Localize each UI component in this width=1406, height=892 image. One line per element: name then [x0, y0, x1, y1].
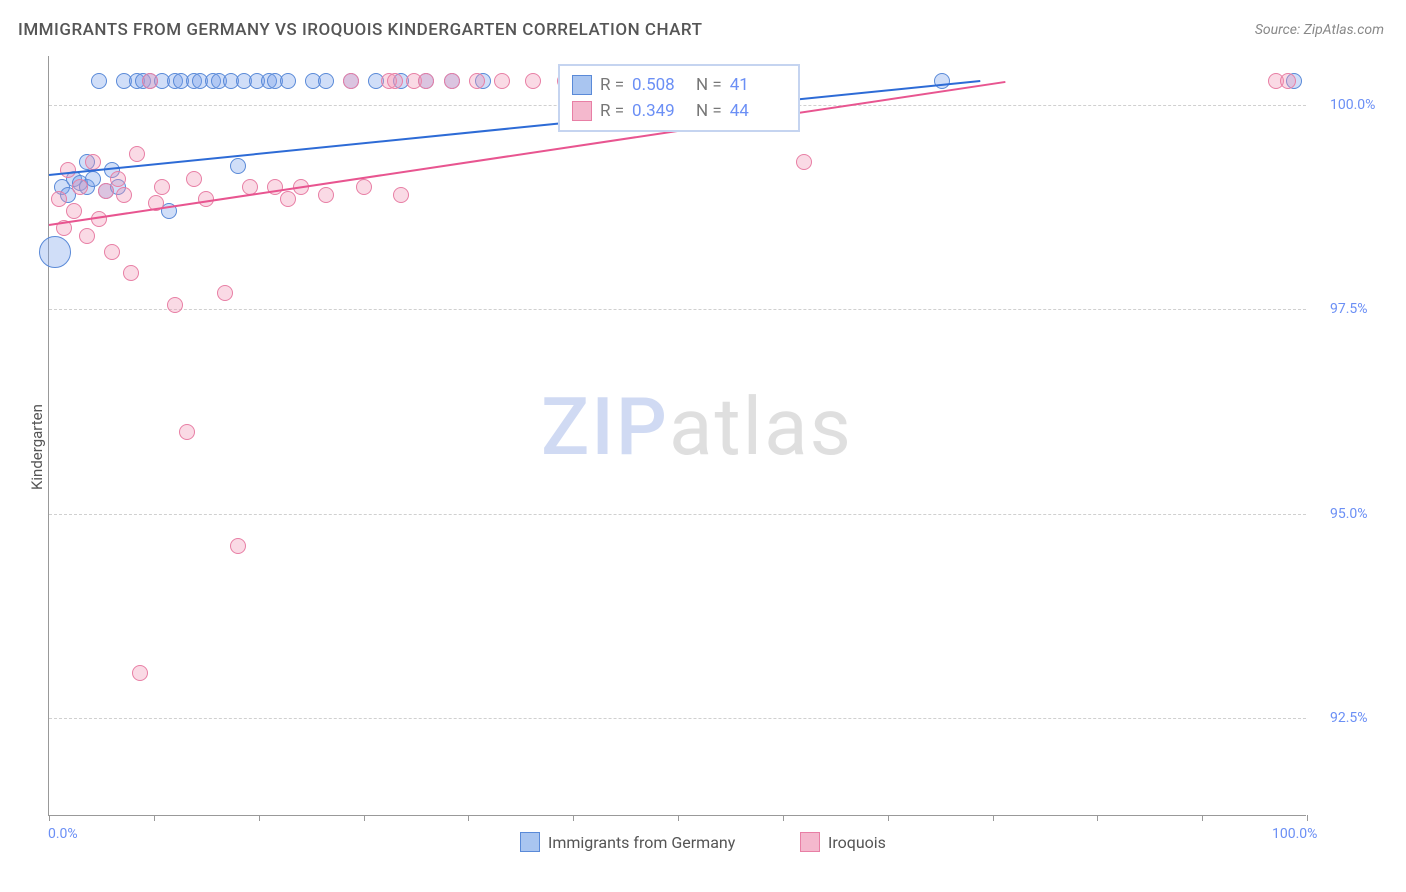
- data-point: [343, 73, 359, 89]
- data-point: [123, 265, 139, 281]
- data-point: [132, 665, 148, 681]
- data-point: [98, 183, 114, 199]
- y-axis-label: Kindergarten: [28, 404, 46, 490]
- legend-n-label: N =: [696, 75, 722, 95]
- data-point: [525, 73, 541, 89]
- data-point: [51, 191, 67, 207]
- data-point: [469, 73, 485, 89]
- legend-n-value: 41: [730, 75, 786, 95]
- legend-swatch: [520, 832, 540, 852]
- legend-row: R = 0.349 N = 44: [572, 98, 786, 124]
- x-tick: [259, 815, 260, 821]
- correlation-legend-box: R = 0.508 N = 41 R = 0.349 N = 44: [558, 64, 800, 132]
- data-point: [66, 203, 82, 219]
- source-name: ZipAtlas.com: [1304, 22, 1384, 38]
- source-attribution: Source: ZipAtlas.com: [1255, 22, 1384, 38]
- legend-swatch: [800, 832, 820, 852]
- y-tick-label: 97.5%: [1330, 301, 1368, 317]
- gridline-h: [49, 514, 1306, 515]
- data-point: [444, 73, 460, 89]
- legend-r-value: 0.349: [632, 101, 688, 121]
- legend-swatch: [572, 75, 592, 95]
- data-point: [217, 285, 233, 301]
- chart-title: IMMIGRANTS FROM GERMANY VS IROQUOIS KIND…: [18, 20, 702, 40]
- data-point: [91, 211, 107, 227]
- x-tick: [1202, 815, 1203, 821]
- x-tick: [573, 815, 574, 821]
- legend-series-label: Iroquois: [828, 833, 886, 852]
- x-tick: [154, 815, 155, 821]
- data-point: [494, 73, 510, 89]
- x-tick-label: 100.0%: [1272, 826, 1317, 842]
- data-point: [110, 171, 126, 187]
- x-tick: [49, 815, 50, 821]
- x-tick: [1307, 815, 1308, 821]
- y-tick-label: 95.0%: [1330, 506, 1368, 522]
- data-point: [167, 297, 183, 313]
- data-point: [393, 187, 409, 203]
- data-point: [280, 191, 296, 207]
- x-tick: [1097, 815, 1098, 821]
- legend-n-value: 44: [730, 101, 786, 121]
- data-point: [91, 73, 107, 89]
- data-point: [186, 171, 202, 187]
- legend-row: R = 0.508 N = 41: [572, 72, 786, 98]
- data-point: [79, 228, 95, 244]
- gridline-h: [49, 309, 1306, 310]
- data-point: [39, 236, 71, 268]
- watermark: ZIPatlas: [541, 380, 853, 474]
- legend-series-label: Immigrants from Germany: [548, 833, 735, 852]
- watermark-zip: ZIP: [541, 380, 669, 474]
- x-tick-label: 0.0%: [48, 826, 78, 842]
- gridline-h: [49, 718, 1306, 719]
- x-tick: [364, 815, 365, 821]
- trend-line: [49, 81, 1005, 226]
- bottom-legend-item: Immigrants from Germany: [520, 832, 735, 852]
- data-point: [85, 154, 101, 170]
- data-point: [230, 158, 246, 174]
- legend-n-label: N =: [696, 101, 722, 121]
- watermark-atlas: atlas: [669, 380, 853, 474]
- trend-line: [49, 81, 980, 177]
- bottom-legend-item: Iroquois: [800, 832, 886, 852]
- y-tick-label: 100.0%: [1330, 97, 1375, 113]
- x-tick: [678, 815, 679, 821]
- legend-r-label: R =: [600, 101, 624, 121]
- data-point: [142, 73, 158, 89]
- x-tick: [468, 815, 469, 821]
- legend-swatch: [572, 101, 592, 121]
- legend-r-value: 0.508: [632, 75, 688, 95]
- source-prefix: Source:: [1255, 22, 1304, 38]
- data-point: [154, 179, 170, 195]
- x-tick: [888, 815, 889, 821]
- data-point: [318, 73, 334, 89]
- data-point: [318, 187, 334, 203]
- data-point: [60, 162, 76, 178]
- scatter-plot-area: ZIPatlas: [48, 56, 1306, 816]
- data-point: [230, 538, 246, 554]
- data-point: [116, 187, 132, 203]
- data-point: [356, 179, 372, 195]
- data-point: [387, 73, 403, 89]
- data-point: [129, 146, 145, 162]
- data-point: [72, 179, 88, 195]
- y-tick-label: 92.5%: [1330, 710, 1368, 726]
- legend-r-label: R =: [600, 75, 624, 95]
- x-tick: [993, 815, 994, 821]
- data-point: [418, 73, 434, 89]
- data-point: [796, 154, 812, 170]
- data-point: [1280, 73, 1296, 89]
- data-point: [280, 73, 296, 89]
- x-tick: [783, 815, 784, 821]
- data-point: [104, 244, 120, 260]
- data-point: [179, 424, 195, 440]
